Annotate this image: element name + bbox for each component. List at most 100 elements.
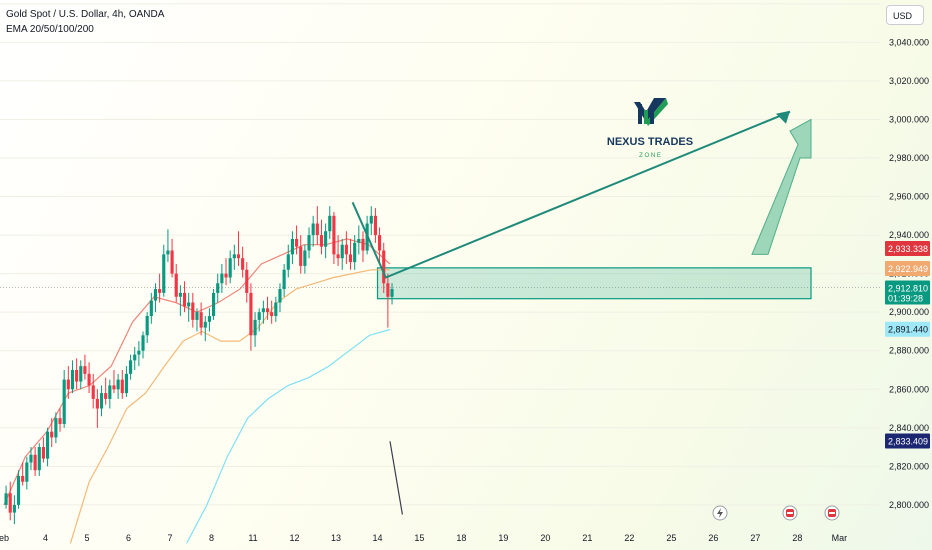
candle[interactable] <box>58 408 62 432</box>
candle[interactable] <box>62 369 66 428</box>
economic-event-icon[interactable] <box>782 505 798 521</box>
candle[interactable] <box>29 447 33 471</box>
candle[interactable] <box>382 242 386 293</box>
candle[interactable] <box>170 238 174 278</box>
candle[interactable] <box>369 206 373 236</box>
candle[interactable] <box>158 273 162 303</box>
candle[interactable] <box>390 283 394 305</box>
candle[interactable] <box>83 354 87 380</box>
candle[interactable] <box>232 244 236 270</box>
candle[interactable] <box>386 273 390 328</box>
candle[interactable] <box>87 362 91 394</box>
candle[interactable] <box>46 427 50 467</box>
candle[interactable] <box>274 296 278 322</box>
candle[interactable] <box>79 360 83 390</box>
candle[interactable] <box>33 447 37 476</box>
currency-button[interactable]: USD <box>886 5 924 25</box>
candle[interactable] <box>8 481 12 521</box>
candle[interactable] <box>129 354 133 380</box>
candle[interactable] <box>290 231 294 264</box>
candle[interactable] <box>187 292 191 322</box>
candle[interactable] <box>245 262 249 303</box>
candle[interactable] <box>361 231 365 263</box>
candle[interactable] <box>16 470 21 509</box>
candle[interactable] <box>153 283 158 313</box>
candle[interactable] <box>286 244 290 278</box>
candle[interactable] <box>166 229 170 263</box>
candle[interactable] <box>261 300 265 324</box>
candle[interactable] <box>348 238 353 270</box>
candle[interactable] <box>124 366 128 397</box>
candle[interactable] <box>91 373 95 409</box>
candle[interactable] <box>12 495 16 525</box>
supply-zone[interactable] <box>376 267 812 300</box>
candle[interactable] <box>270 300 274 324</box>
earnings-event-icon[interactable] <box>712 505 728 521</box>
candle[interactable] <box>195 308 199 332</box>
candle[interactable] <box>25 456 29 490</box>
candle[interactable] <box>212 289 216 320</box>
time-axis[interactable]: eb 4 5 6 7 8 11 12 13 14 15 18 19 20 21 22 25 26 27 28 Mar <box>0 533 847 543</box>
candle[interactable] <box>236 231 241 266</box>
candle[interactable] <box>216 273 220 303</box>
candle[interactable] <box>116 373 120 399</box>
candle[interactable] <box>162 244 166 297</box>
candle[interactable] <box>373 208 377 243</box>
candle[interactable] <box>104 377 108 405</box>
candle[interactable] <box>70 360 75 394</box>
candle[interactable] <box>315 206 319 245</box>
candle[interactable] <box>278 283 282 313</box>
candle[interactable] <box>241 246 245 278</box>
candle[interactable] <box>203 316 207 342</box>
symbol-title[interactable]: Gold Spot / U.S. Dollar, 4h, OANDA <box>6 9 165 20</box>
candle[interactable] <box>149 292 153 324</box>
candle[interactable] <box>199 302 203 336</box>
candle[interactable] <box>95 389 99 428</box>
candle[interactable] <box>37 443 41 476</box>
candle[interactable] <box>182 281 187 313</box>
candle[interactable] <box>178 285 182 317</box>
candle[interactable] <box>174 264 178 303</box>
candle[interactable] <box>344 231 348 264</box>
candle[interactable] <box>112 369 116 394</box>
candle[interactable] <box>303 244 307 274</box>
candle[interactable] <box>133 346 137 370</box>
candle[interactable] <box>21 462 25 486</box>
candle[interactable] <box>336 235 340 266</box>
candle[interactable] <box>253 312 257 347</box>
candle[interactable] <box>108 379 112 409</box>
candle[interactable] <box>50 418 54 448</box>
candle[interactable] <box>137 341 141 367</box>
projection-arrows[interactable] <box>351 110 812 279</box>
candle[interactable] <box>228 250 232 284</box>
candle[interactable] <box>99 385 104 417</box>
candle[interactable] <box>4 485 8 509</box>
candle[interactable] <box>340 238 344 270</box>
candle[interactable] <box>357 225 361 255</box>
candle[interactable] <box>41 437 45 463</box>
candle[interactable] <box>295 225 299 255</box>
candle[interactable] <box>328 206 332 239</box>
candle[interactable] <box>75 358 79 390</box>
candle[interactable] <box>307 227 311 259</box>
candle[interactable] <box>145 312 149 344</box>
candle[interactable] <box>324 223 328 259</box>
candle[interactable] <box>249 283 253 351</box>
candle[interactable] <box>378 227 382 263</box>
candle[interactable] <box>120 369 124 399</box>
candle[interactable] <box>282 264 286 297</box>
event-icons[interactable] <box>712 505 840 521</box>
candle[interactable] <box>141 331 145 359</box>
economic-event-icon[interactable] <box>824 505 840 521</box>
candle[interactable] <box>54 412 58 444</box>
indicator-legend[interactable]: EMA 20/50/100/200 <box>6 24 94 35</box>
candle[interactable] <box>319 219 324 255</box>
candle[interactable] <box>191 292 195 328</box>
candle[interactable] <box>265 296 270 320</box>
candle[interactable] <box>66 366 70 399</box>
candles[interactable] <box>4 206 394 525</box>
candle[interactable] <box>332 211 336 264</box>
candle[interactable] <box>220 264 224 293</box>
candle[interactable] <box>353 235 357 270</box>
